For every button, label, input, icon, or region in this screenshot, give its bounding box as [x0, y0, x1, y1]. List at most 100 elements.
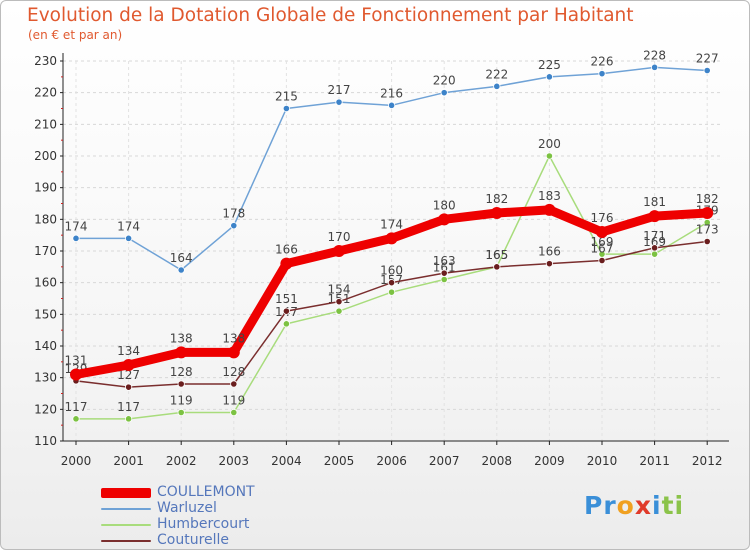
data-label-coullemont: 182 [696, 192, 719, 206]
data-point-coullemont [438, 213, 451, 226]
logo-part: ti [661, 491, 685, 520]
data-label-humbercourt: 165 [485, 248, 508, 262]
data-label-warluzel: 228 [643, 48, 666, 62]
data-point-humbercourt [72, 415, 80, 423]
data-point-couturelle [703, 237, 711, 246]
data-label-warluzel: 220 [433, 74, 456, 88]
data-point-humbercourt [440, 275, 448, 284]
data-point-couturelle [650, 244, 659, 252]
data-label-couturelle: 165 [485, 248, 508, 262]
data-label-couturelle: 128 [170, 365, 193, 379]
data-label-coullemont: 131 [65, 354, 88, 368]
data-label-couturelle: 160 [380, 264, 403, 278]
data-label-warluzel: 225 [538, 58, 561, 72]
legend-label-couturelle: Couturelle [157, 532, 230, 548]
y-tick-label: 210 [34, 117, 57, 131]
legend-swatch-coullemont [101, 488, 151, 498]
y-tick-label: 180 [34, 212, 57, 226]
data-point-coullemont [543, 203, 556, 216]
data-point-coullemont [122, 359, 135, 371]
y-tick-label: 200 [34, 149, 57, 163]
data-point-warluzel [387, 101, 396, 109]
data-point-humbercourt [703, 218, 711, 227]
data-label-couturelle: 151 [275, 292, 298, 306]
data-label-humbercourt: 169 [591, 235, 614, 249]
x-tick-label: 2007 [429, 454, 460, 468]
logo-part: x [634, 491, 652, 520]
logo-part: o [616, 491, 635, 520]
data-point-couturelle [493, 263, 501, 271]
legend-swatch-couturelle [101, 540, 151, 542]
x-tick-label: 2004 [271, 454, 302, 468]
x-tick-label: 2010 [587, 454, 618, 468]
x-tick-label: 2011 [639, 454, 670, 468]
data-label-couturelle: 167 [591, 242, 614, 256]
data-point-warluzel [282, 104, 290, 113]
data-point-coullemont [333, 245, 345, 257]
data-point-warluzel [177, 266, 185, 274]
chart-title: Evolution de la Dotation Globale de Fonc… [27, 5, 634, 26]
data-label-warluzel: 178 [222, 207, 245, 221]
data-point-humbercourt [177, 408, 185, 417]
data-label-coullemont: 138 [170, 331, 193, 345]
data-label-warluzel: 164 [170, 251, 193, 265]
x-tick-label: 2012 [692, 454, 723, 468]
logo-part: Pr [584, 491, 617, 520]
proxiti-logo: Proxiti [584, 491, 684, 520]
data-label-coullemont: 170 [328, 230, 351, 244]
data-label-warluzel: 217 [328, 83, 351, 97]
data-point-warluzel [72, 234, 80, 242]
data-label-couturelle: 166 [538, 245, 561, 259]
data-label-coullemont: 174 [380, 217, 403, 231]
x-tick-label: 2008 [482, 454, 513, 468]
data-point-warluzel [493, 82, 501, 90]
y-tick-label: 140 [34, 339, 57, 353]
data-label-humbercourt: 200 [538, 137, 561, 151]
data-point-coullemont [648, 210, 661, 223]
data-label-couturelle: 173 [696, 223, 719, 237]
y-tick-label: 120 [34, 402, 57, 416]
legend-swatch-humbercourt [101, 524, 151, 526]
data-point-coullemont [385, 232, 398, 245]
data-label-humbercourt: 117 [65, 400, 88, 414]
data-point-humbercourt [387, 288, 396, 296]
data-point-couturelle [545, 260, 554, 268]
legend-swatch-warluzel [101, 508, 151, 510]
data-point-coullemont [701, 207, 714, 219]
x-tick-label: 2001 [113, 454, 144, 468]
data-point-coullemont [70, 368, 82, 381]
data-label-humbercourt: 119 [170, 394, 193, 408]
data-point-couturelle [177, 380, 185, 388]
x-tick-label: 2005 [324, 454, 355, 468]
data-label-coullemont: 181 [643, 195, 666, 209]
data-point-couturelle [282, 307, 290, 315]
data-point-warluzel [335, 98, 343, 106]
y-tick-label: 220 [34, 86, 57, 100]
data-point-coullemont [280, 257, 293, 270]
chart-subtitle: (en € et par an) [28, 28, 123, 42]
data-point-coullemont [175, 346, 188, 359]
legend-label-humbercourt: Humbercourt [157, 516, 250, 532]
data-label-humbercourt: 169 [643, 235, 666, 249]
data-point-coullemont [490, 207, 503, 219]
data-label-humbercourt: 119 [222, 394, 245, 408]
data-point-warluzel [703, 66, 711, 75]
data-point-warluzel [440, 89, 448, 97]
legend-label-coullemont: COULLEMONT [157, 484, 255, 500]
data-point-humbercourt [282, 320, 290, 328]
data-point-couturelle [230, 380, 238, 388]
logo-part: i [651, 491, 662, 520]
y-tick-label: 110 [34, 434, 57, 448]
data-point-coullemont [227, 346, 240, 359]
data-point-warluzel [125, 234, 133, 242]
data-point-humbercourt [230, 408, 238, 417]
data-label-couturelle: 171 [643, 229, 666, 243]
data-point-warluzel [545, 73, 554, 81]
x-tick-label: 2003 [219, 454, 250, 468]
data-label-humbercourt: 117 [117, 400, 140, 414]
data-label-coullemont: 180 [433, 198, 456, 212]
data-label-couturelle: 163 [433, 254, 456, 268]
x-tick-label: 2000 [61, 454, 92, 468]
